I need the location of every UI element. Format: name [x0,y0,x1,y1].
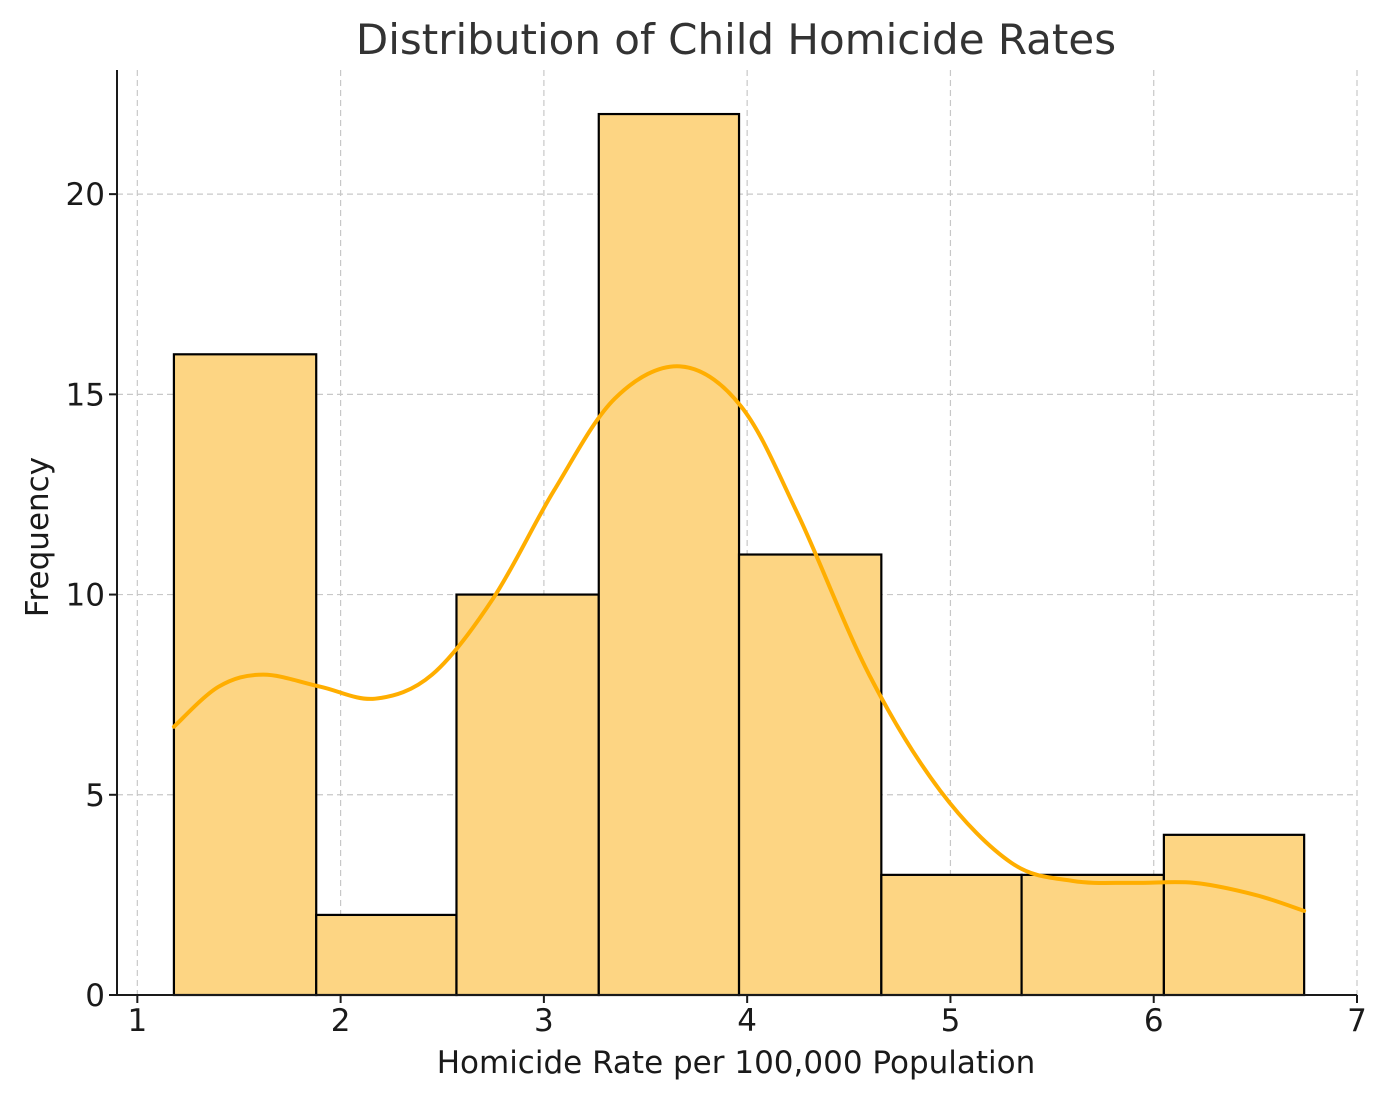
x-axis-label: Homicide Rate per 100,000 Population [437,1045,1036,1081]
axes [109,70,1358,1003]
histogram-bar [880,873,1023,997]
x-tick-label: 6 [1144,1003,1164,1039]
kde-curve-layer [171,364,1307,913]
y-tick-label: 20 [66,177,105,213]
x-tick-label: 2 [331,1003,351,1039]
x-tick-label: 3 [534,1003,554,1039]
histogram-bars [172,112,1306,997]
y-tick-label: 5 [85,778,105,814]
y-tick-label: 10 [66,578,105,614]
histogram-bar [737,553,883,997]
histogram-bar [1020,873,1165,997]
tick-labels: 1 2 3 4 5 6 7 0 5 10 15 20 [66,177,1367,1039]
x-tick-label: 7 [1347,1003,1367,1039]
y-tick-label: 0 [85,978,105,1014]
chart-title: Distribution of Child Homicide Rates [356,15,1116,64]
histogram-bar [455,593,600,997]
histogram-bar [1162,833,1306,997]
x-tick-label: 5 [941,1003,961,1039]
kde-curve [171,364,1307,913]
x-tick-label: 1 [127,1003,147,1039]
x-tick-label: 4 [737,1003,757,1039]
y-axis-label: Frequency [20,457,56,617]
y-tick-label: 15 [66,377,105,413]
histogram-bar [597,112,741,997]
histogram-bar [315,913,458,997]
